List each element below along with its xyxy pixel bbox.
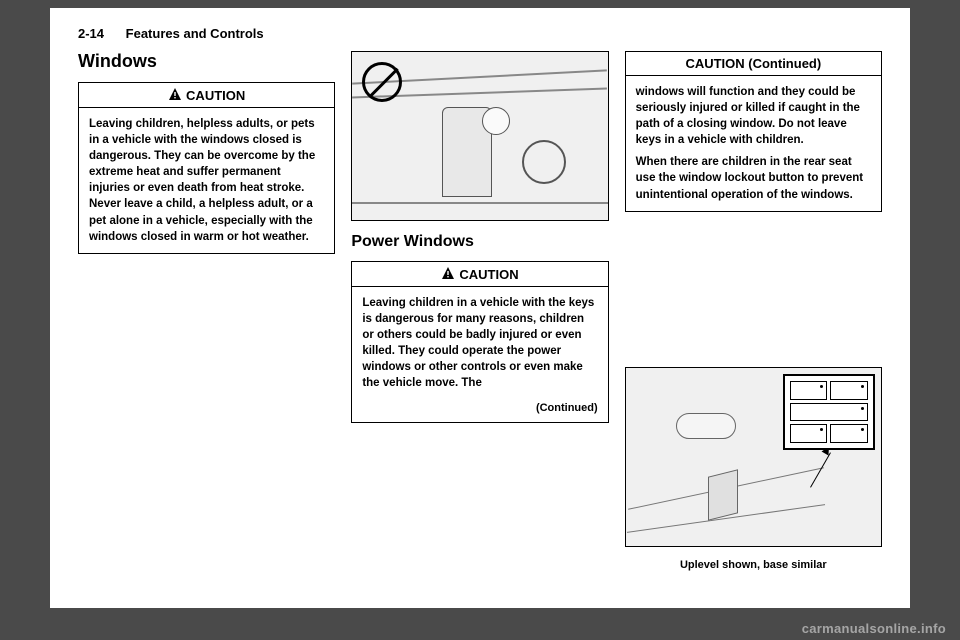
illustration-caption: Uplevel shown, base similar — [625, 559, 882, 571]
column-1: Windows CAUTION Leaving children, helple… — [78, 51, 335, 571]
caution-label: CAUTION — [186, 88, 245, 103]
subsection-title-power-windows: Power Windows — [351, 233, 608, 251]
caution-body-text: windows will function and they could be … — [626, 76, 881, 211]
watermark-text: carmanualsonline.info — [802, 621, 946, 636]
content-columns: Windows CAUTION Leaving children, helple… — [78, 51, 882, 571]
lockout-switch-icon — [790, 403, 868, 422]
caution-header-continued: CAUTION (Continued) — [626, 52, 881, 76]
page-header: 2-14 Features and Controls — [78, 26, 882, 41]
continued-label: (Continued) — [352, 400, 607, 422]
page-number: 2-14 — [78, 26, 104, 41]
warning-triangle-icon — [168, 87, 182, 103]
switch-callout-box — [783, 374, 875, 450]
chapter-title: Features and Controls — [126, 26, 264, 41]
warning-triangle-icon — [441, 266, 455, 282]
window-switch-icon — [830, 424, 868, 443]
window-switch-icon — [790, 381, 828, 400]
window-switch-icon — [830, 381, 868, 400]
caution-body-text: Leaving children, helpless adults, or pe… — [79, 108, 334, 253]
caution-paragraph-1: windows will function and they could be … — [636, 84, 871, 148]
column-3: CAUTION (Continued) windows will functio… — [625, 51, 882, 571]
column-2: Power Windows CAUTION Leaving children i… — [351, 51, 608, 571]
caution-header: CAUTION — [79, 83, 334, 108]
caution-box-keys: CAUTION Leaving children in a vehicle wi… — [351, 261, 608, 423]
caution-box-heat: CAUTION Leaving children, helpless adult… — [78, 82, 335, 254]
illustration-child-in-car — [351, 51, 608, 221]
caution-header: CAUTION — [352, 262, 607, 287]
manual-page: 2-14 Features and Controls Windows CAUTI… — [50, 8, 910, 608]
illustration-door-switches — [625, 367, 882, 547]
door-panel-sketch — [626, 368, 881, 546]
caution-body-text: Leaving children in a vehicle with the k… — [352, 287, 607, 400]
caution-paragraph-2: When there are children in the rear seat… — [636, 154, 871, 202]
window-switch-icon — [790, 424, 828, 443]
section-title-windows: Windows — [78, 51, 335, 72]
caution-label: CAUTION — [459, 267, 518, 282]
caution-box-continued: CAUTION (Continued) windows will functio… — [625, 51, 882, 212]
